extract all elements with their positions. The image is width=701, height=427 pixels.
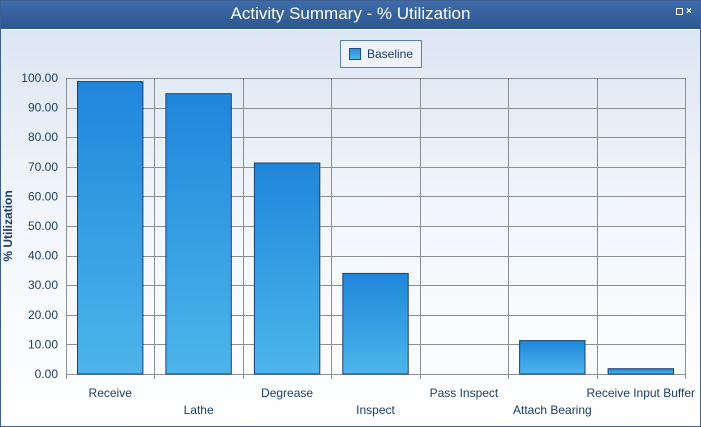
- y-tick-label: 80.00: [28, 130, 58, 144]
- y-tick-label: 10.00: [28, 337, 58, 351]
- y-tick-label: 90.00: [28, 101, 58, 115]
- x-tick-label: Degrease: [261, 386, 313, 400]
- x-tick-label: Attach Bearing: [513, 403, 592, 417]
- y-tick-label: 100.00: [21, 71, 58, 85]
- legend: Baseline: [340, 40, 423, 68]
- y-tick-label: 50.00: [28, 219, 58, 233]
- y-tick-label: 70.00: [28, 160, 58, 174]
- bar-attach-bearing: [519, 340, 586, 375]
- y-tick-label: 20.00: [28, 308, 58, 322]
- title-bar: Activity Summary - % Utilization ×: [1, 1, 700, 29]
- legend-swatch: [349, 48, 361, 60]
- x-tick-label: Pass Inspect: [430, 386, 499, 400]
- close-icon[interactable]: ×: [686, 6, 692, 17]
- y-tick-label: 30.00: [28, 278, 58, 292]
- bar-receive-input-buffer: [607, 368, 674, 375]
- y-axis-ticks: 0.00 10.00 20.00 30.00 40.00 50.00 60.00 70.00 8…: [21, 71, 58, 381]
- x-tick-label: Inspect: [356, 403, 395, 417]
- bars: [77, 81, 674, 375]
- x-axis-ticks: Receive Lathe Degrease Inspect Pass Inspect A…: [89, 386, 696, 417]
- y-tick-label: 60.00: [28, 189, 58, 203]
- x-tick-label: Lathe: [184, 403, 214, 417]
- legend-label: Baseline: [367, 47, 414, 61]
- window-controls: ×: [676, 6, 694, 17]
- bar-lathe: [165, 93, 232, 375]
- restore-icon[interactable]: [676, 8, 683, 15]
- bar-inspect: [342, 272, 409, 375]
- bar-degrease: [253, 162, 321, 375]
- x-tick-label: Receive: [89, 386, 133, 400]
- y-tick-label: 0.00: [35, 367, 59, 381]
- bar-receive: [77, 81, 144, 375]
- x-tick-label: Receive Input Buffer: [587, 386, 696, 400]
- window-title: Activity Summary - % Utilization: [230, 4, 471, 23]
- y-axis-label: % Utilization: [1, 190, 15, 261]
- y-tick-label: 40.00: [28, 249, 58, 263]
